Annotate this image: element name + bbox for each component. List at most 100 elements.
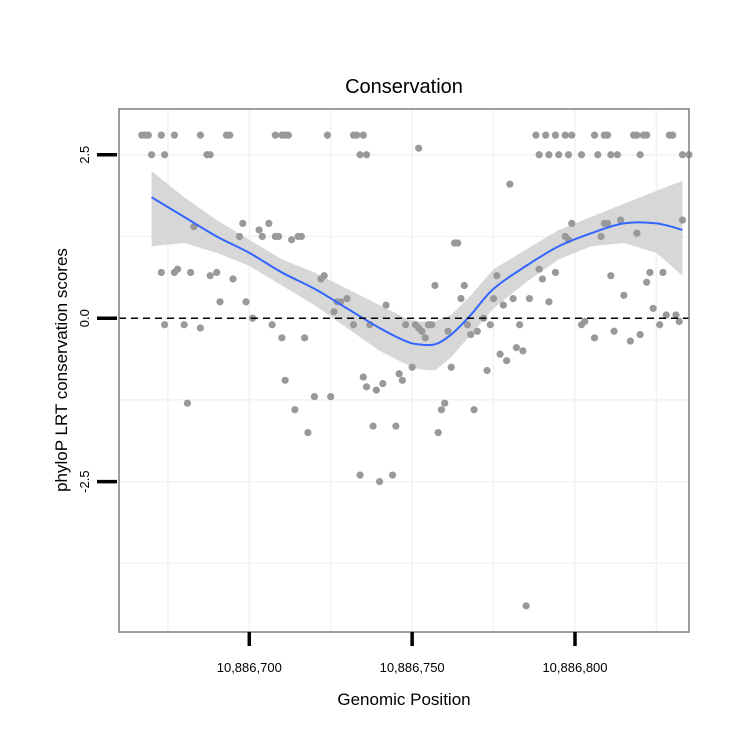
data-point: [525, 294, 534, 303]
data-point: [196, 131, 205, 139]
data-point: [620, 291, 628, 299]
data-point: [649, 304, 657, 312]
data-point: [356, 151, 364, 159]
data-point: [369, 422, 377, 430]
data-point: [408, 363, 416, 371]
data-point: [297, 232, 305, 241]
plot-border: [118, 108, 690, 633]
data-point: [418, 327, 426, 335]
data-point: [431, 281, 439, 290]
data-point: [489, 294, 498, 303]
data-point: [323, 131, 332, 139]
data-point: [636, 330, 644, 339]
data-point: [392, 422, 400, 430]
y-tick-label: 2.5: [77, 146, 92, 164]
data-point: [555, 151, 563, 159]
data-point: [196, 324, 205, 332]
data-point: [519, 347, 527, 355]
data-point: [291, 406, 299, 414]
data-point: [512, 344, 520, 352]
data-point: [349, 321, 358, 329]
data-point: [157, 268, 165, 277]
y-tick-label: 0.0: [77, 309, 92, 327]
data-point: [356, 471, 364, 479]
data-point: [284, 131, 292, 139]
x-axis-title: Genomic Position: [337, 690, 470, 709]
data-point: [568, 219, 576, 228]
data-point: [454, 239, 462, 247]
y-axis-title: phyloP LRT conservation scores: [52, 248, 71, 492]
data-point: [330, 308, 338, 316]
data-point: [545, 298, 553, 306]
data-point: [590, 334, 599, 342]
data-point: [506, 180, 514, 188]
data-point: [265, 219, 273, 228]
data-point: [372, 386, 380, 394]
data-point: [659, 268, 667, 277]
data-point: [463, 321, 472, 329]
axes: 10,886,700 10,886,750 10,886,800 2.5 0.0 -2.5: [77, 108, 690, 675]
data-point: [144, 131, 152, 139]
data-point: [444, 327, 452, 335]
data-point: [675, 317, 683, 326]
data-point: [496, 350, 504, 358]
data-point: [258, 232, 266, 241]
data-point: [375, 478, 384, 486]
data-point: [437, 406, 446, 414]
data-point: [561, 131, 569, 139]
data-point: [568, 131, 576, 139]
data-point: [633, 229, 641, 237]
data-point: [646, 268, 654, 277]
data-point: [503, 357, 511, 365]
data-point: [216, 298, 224, 306]
data-point: [206, 151, 214, 159]
data-point: [470, 406, 478, 414]
data-point: [447, 363, 455, 371]
plot-area: [119, 109, 693, 632]
data-point: [206, 272, 214, 280]
data-point: [516, 321, 524, 329]
data-point: [157, 131, 165, 139]
data-point: [551, 268, 560, 277]
chart-title: Conservation: [345, 76, 463, 98]
data-point: [678, 151, 687, 159]
data-point: [434, 429, 442, 437]
data-point: [170, 131, 178, 139]
data-point: [577, 151, 586, 159]
data-point: [607, 272, 615, 280]
data-point: [395, 370, 403, 378]
data-point: [415, 144, 423, 152]
plot-background: [119, 109, 689, 632]
data-point: [271, 131, 279, 139]
data-point: [402, 321, 410, 329]
data-point: [636, 151, 644, 159]
data-point: [613, 151, 621, 159]
data-point: [672, 311, 680, 319]
data-point: [174, 265, 182, 273]
data-point: [161, 321, 169, 329]
data-point: [564, 151, 573, 159]
data-point: [610, 327, 618, 335]
data-point: [304, 429, 312, 437]
data-point: [379, 379, 387, 388]
data-point: [509, 294, 517, 303]
data-point: [310, 393, 319, 401]
data-point: [421, 334, 429, 342]
data-point: [538, 275, 547, 283]
data-point: [590, 131, 599, 139]
data-point: [353, 131, 361, 139]
data-point: [441, 399, 449, 407]
data-point: [633, 131, 641, 139]
data-point: [180, 321, 188, 329]
data-point: [359, 131, 367, 139]
data-point: [428, 321, 436, 329]
data-point: [213, 268, 221, 277]
data-point: [226, 131, 234, 139]
data-point: [486, 321, 494, 329]
data-point: [626, 337, 634, 345]
data-point: [545, 151, 553, 159]
data-point: [362, 151, 371, 159]
data-point: [551, 131, 560, 139]
data-point: [532, 131, 540, 139]
